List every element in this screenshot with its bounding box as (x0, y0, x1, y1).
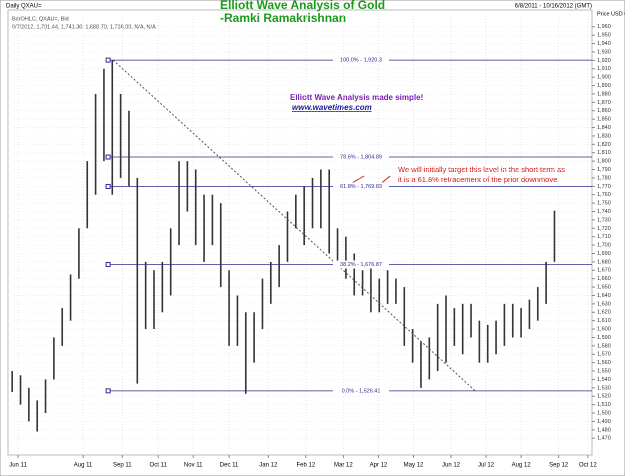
y-tick-label: 1,930 (597, 49, 611, 55)
x-tick-label: Oct 11 (150, 463, 168, 469)
y-tick-label: 1,840 (597, 125, 611, 131)
fib-label: 100.0% - 1,920.3 (340, 58, 382, 64)
y-tick-label: 1,580 (597, 343, 611, 349)
y-tick-label: 1,760 (597, 192, 611, 198)
chart-subtitle: -Ramki Ramakrishnan (220, 11, 346, 25)
trend-line (112, 59, 476, 392)
y-tick-label: 1,810 (597, 150, 611, 156)
promo: Elliott Wave Analysis made simple! (290, 93, 423, 102)
y-tick-label: 1,570 (597, 352, 611, 358)
fib-label-bg (333, 260, 389, 269)
x-tick-label: Apr 12 (370, 463, 388, 469)
fib-label-bg (333, 386, 389, 395)
y-tick-label: 1,870 (597, 100, 611, 106)
y-axis-label: Price USD Ozs (597, 11, 625, 17)
y-tick-label: 1,490 (597, 419, 611, 425)
y-tick-label: 1,670 (597, 268, 611, 274)
x-tick-label: Feb 12 (296, 463, 315, 469)
x-tick-label: Jun 12 (442, 463, 461, 469)
y-tick-label: 1,510 (597, 402, 611, 408)
link[interactable]: www.wavetimes.com (292, 103, 372, 112)
y-tick-label: 1,710 (597, 234, 611, 240)
y-tick-label: 1,730 (597, 217, 611, 223)
y-tick-label: 1,520 (597, 394, 611, 400)
y-tick-label: 1,890 (597, 83, 611, 89)
y-tick-label: 1,470 (597, 436, 611, 442)
fib-label: 38.2% - 1,676.87 (340, 262, 382, 268)
y-tick-label: 1,950 (597, 33, 611, 39)
fib-handle (105, 183, 111, 189)
x-tick-label: May 12 (404, 463, 424, 469)
y-tick-label: 1,830 (597, 133, 611, 139)
y-tick-label: 1,680 (597, 259, 611, 265)
y-tick-label: 1,700 (597, 243, 611, 249)
y-tick-label: 1,660 (597, 276, 611, 282)
y-tick-label: 1,650 (597, 285, 611, 291)
y-tick-label: 1,590 (597, 335, 611, 341)
y-tick-label: 1,860 (597, 108, 611, 114)
fib-label-bg (333, 56, 389, 65)
arrow (351, 175, 365, 184)
y-tick-label: 1,530 (597, 385, 611, 391)
note: it is a 61.8% retracement of the prior d… (398, 175, 557, 184)
x-tick-label: Nov 11 (184, 463, 203, 469)
y-tick-label: 1,780 (597, 175, 611, 181)
y-tick-label: 1,820 (597, 142, 611, 148)
x-tick-label: Sep 12 (549, 463, 569, 469)
y-tick-label: 1,630 (597, 301, 611, 307)
y-tick-label: 1,640 (597, 293, 611, 299)
y-tick-label: 1,480 (597, 427, 611, 433)
fib-label: 78.6% - 1,804.89 (340, 154, 382, 160)
y-tick-label: 1,940 (597, 41, 611, 47)
x-tick-label: Aug 11 (74, 463, 93, 469)
y-tick-label: 1,920 (597, 58, 611, 64)
x-tick-label: Dec 11 (220, 463, 239, 469)
fib-handle (105, 262, 111, 268)
x-tick-label: Jul 12 (478, 463, 495, 469)
y-tick-label: 1,620 (597, 310, 611, 316)
y-tick-label: 1,790 (597, 167, 611, 173)
y-tick-label: 1,960 (597, 24, 611, 30)
y-tick-label: 1,900 (597, 75, 611, 81)
y-tick-label: 1,750 (597, 201, 611, 207)
date-range: 6/8/2011 - 10/16/2012 (GMT) (515, 4, 592, 10)
y-tick-label: 1,540 (597, 377, 611, 383)
y-tick-label: 1,800 (597, 159, 611, 165)
symbol: Daily QXAU= (6, 4, 42, 10)
y-tick-label: 1,690 (597, 251, 611, 257)
y-tick-label: 1,880 (597, 91, 611, 97)
y-tick-label: 1,850 (597, 117, 611, 123)
x-tick-label: Oct 12 (579, 463, 597, 469)
y-tick-label: 1,910 (597, 66, 611, 72)
fib-label: 0.0% - 1,526.41 (342, 388, 381, 394)
x-tick-label: Mar 12 (334, 463, 353, 469)
y-tick-label: 1,720 (597, 226, 611, 232)
x-tick-label: Jun 11 (9, 463, 27, 469)
note: We will initially target this level in t… (398, 165, 565, 174)
x-tick-label: Sep 11 (113, 463, 132, 469)
y-tick-label: 1,550 (597, 368, 611, 374)
fib-label: 61.8% - 1,769.83 (340, 184, 382, 190)
fib-handle (105, 154, 111, 160)
chart-title: Elliott Wave Analysis of Gold (220, 0, 385, 12)
y-tick-label: 1,740 (597, 209, 611, 215)
x-tick-label: Aug 12 (512, 463, 532, 469)
y-tick-label: 1,610 (597, 318, 611, 324)
fib-label-bg (333, 153, 389, 162)
y-tick-label: 1,560 (597, 360, 611, 366)
fib-label-bg (333, 182, 389, 191)
fib-handle (105, 57, 111, 63)
x-tick-label: Jan 12 (259, 463, 278, 469)
legend-line: 9/7/2012, 1,701.44, 1,741.30, 1,688.70, … (12, 24, 156, 30)
y-tick-label: 1,500 (597, 410, 611, 416)
legend-line: BarOHLC, QXAU=, Bid (12, 16, 69, 22)
y-tick-label: 1,770 (597, 184, 611, 190)
y-tick-label: 1,600 (597, 327, 611, 333)
plot-area (7, 9, 593, 456)
fib-handle (105, 388, 111, 394)
